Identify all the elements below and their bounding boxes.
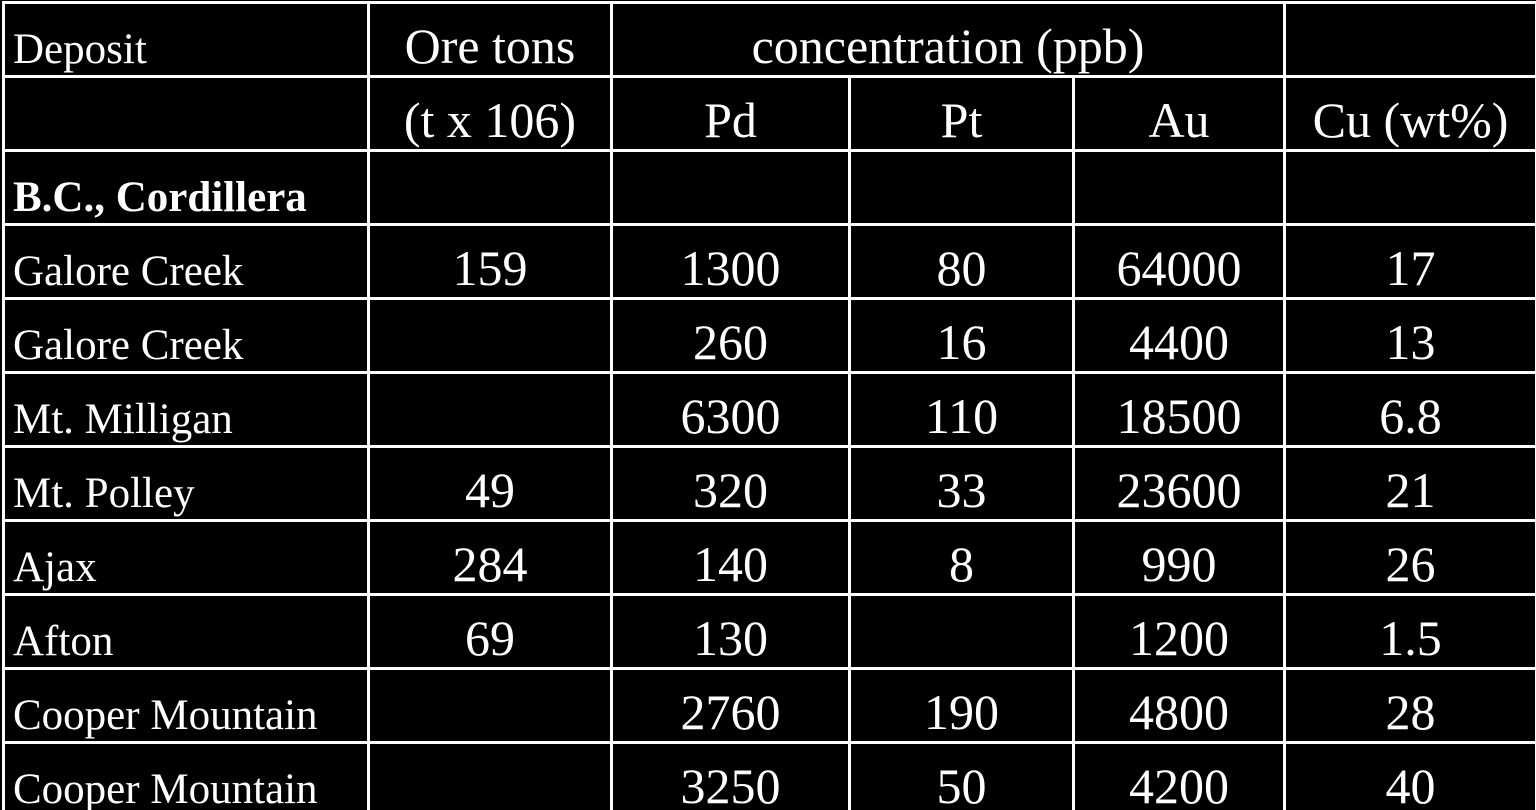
- value-cell: 3250: [610, 741, 851, 810]
- value-cell: 6.8: [1283, 371, 1536, 448]
- table-row: Afton 69 130 1200 1.5: [2, 593, 1536, 670]
- header-cell: Pd: [610, 75, 851, 152]
- value-cell: 23600: [1071, 445, 1287, 522]
- value-cell: 4400: [1071, 297, 1287, 374]
- empty-cell: [848, 593, 1075, 670]
- value-cell: 50: [848, 741, 1075, 810]
- value-cell: 4200: [1071, 741, 1287, 810]
- empty-cell: [367, 667, 613, 744]
- deposit-name: Ajax: [2, 519, 370, 596]
- value-cell: 990: [1071, 519, 1287, 596]
- table-row: Galore Creek 260 16 4400 13: [2, 297, 1536, 374]
- value-cell: 28: [1283, 667, 1536, 744]
- empty-cell: [367, 149, 613, 226]
- empty-cell: [367, 741, 613, 810]
- table-row: (t x 106) Pd Pt Au Cu (wt%): [2, 75, 1536, 152]
- deposit-name: Cooper Mountain: [2, 667, 370, 744]
- value-cell: 6300: [610, 371, 851, 448]
- value-cell: 80: [848, 223, 1075, 300]
- table-row: Galore Creek 159 1300 80 64000 17: [2, 223, 1536, 300]
- empty-cell: [848, 149, 1075, 226]
- table-row: B.C., Cordillera: [2, 149, 1536, 226]
- deposit-name: Galore Creek: [2, 297, 370, 374]
- empty-cell: [2, 75, 370, 152]
- table-row: Mt. Polley 49 320 33 23600 21: [2, 445, 1536, 522]
- value-cell: 110: [848, 371, 1075, 448]
- value-cell: 13: [1283, 297, 1536, 374]
- value-cell: 16: [848, 297, 1075, 374]
- value-cell: 69: [367, 593, 613, 670]
- empty-cell: [1283, 149, 1536, 226]
- header-cell: (t x 106): [367, 75, 613, 152]
- table-row: Ajax 284 140 8 990 26: [2, 519, 1536, 596]
- value-cell: 8: [848, 519, 1075, 596]
- value-cell: 1300: [610, 223, 851, 300]
- value-cell: 159: [367, 223, 613, 300]
- value-cell: 4800: [1071, 667, 1287, 744]
- section-cell: B.C., Cordillera: [2, 149, 370, 226]
- empty-cell: [1283, 1, 1536, 78]
- empty-cell: [367, 297, 613, 374]
- value-cell: 320: [610, 445, 851, 522]
- header-cell: Cu (wt%): [1283, 75, 1536, 152]
- table-row: Cooper Mountain 3250 50 4200 40: [2, 741, 1536, 810]
- empty-cell: [610, 149, 851, 226]
- value-cell: 1.5: [1283, 593, 1536, 670]
- empty-cell: [1071, 149, 1287, 226]
- value-cell: 260: [610, 297, 851, 374]
- header-cell: Au: [1071, 75, 1287, 152]
- header-cell: Deposit: [2, 1, 370, 78]
- deposit-name: Mt. Milligan: [2, 371, 370, 448]
- deposit-name: Mt. Polley: [2, 445, 370, 522]
- table-row: Cooper Mountain 2760 190 4800 28: [2, 667, 1536, 744]
- value-cell: 190: [848, 667, 1075, 744]
- value-cell: 17: [1283, 223, 1536, 300]
- value-cell: 140: [610, 519, 851, 596]
- header-cell: Pt: [848, 75, 1075, 152]
- deposit-name: Afton: [2, 593, 370, 670]
- header-cell: Ore tons: [367, 1, 613, 78]
- value-cell: 2760: [610, 667, 851, 744]
- value-cell: 1200: [1071, 593, 1287, 670]
- value-cell: 49: [367, 445, 613, 522]
- value-cell: 284: [367, 519, 613, 596]
- value-cell: 26: [1283, 519, 1536, 596]
- value-cell: 130: [610, 593, 851, 670]
- value-cell: 33: [848, 445, 1075, 522]
- value-cell: 18500: [1071, 371, 1287, 448]
- value-cell: 40: [1283, 741, 1536, 810]
- value-cell: 64000: [1071, 223, 1287, 300]
- deposit-name: Galore Creek: [2, 223, 370, 300]
- empty-cell: [367, 371, 613, 448]
- table-row: Mt. Milligan 6300 110 18500 6.8: [2, 371, 1536, 448]
- deposit-name: Cooper Mountain: [2, 741, 370, 810]
- table-row: Deposit Ore tons concentration (ppb): [2, 1, 1536, 78]
- value-cell: 21: [1283, 445, 1536, 522]
- header-cell: concentration (ppb): [609, 1, 1287, 78]
